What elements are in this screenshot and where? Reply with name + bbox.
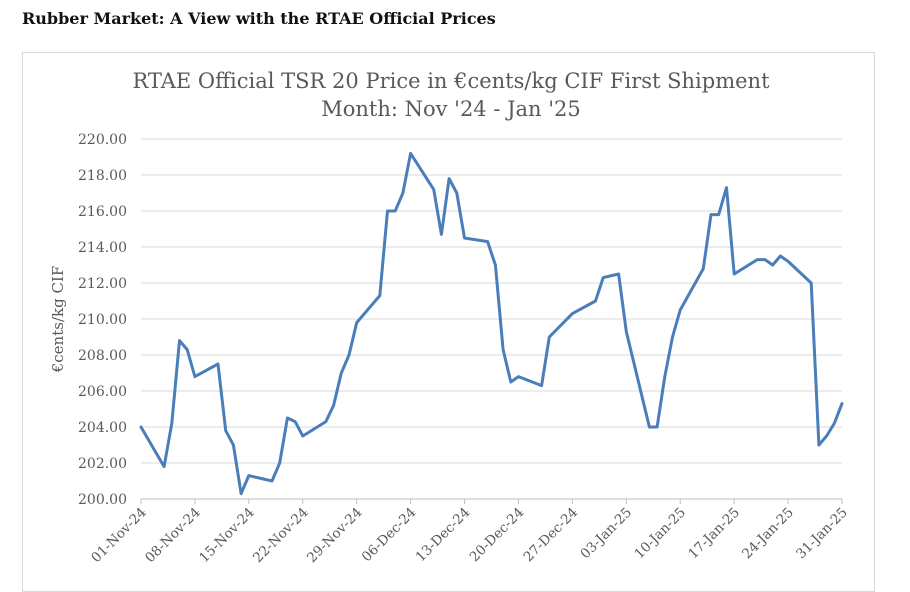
chart-title: RTAE Official TSR 20 Price in €cents/kg … (132, 69, 770, 121)
y-tick-label: 202.00 (78, 456, 127, 472)
chart-title-line-2: Month: Nov '24 - Jan '25 (321, 97, 581, 121)
x-tick-label: 15-Nov-24 (196, 505, 258, 567)
y-tick-label: 208.00 (78, 348, 127, 364)
price-series-line (139, 151, 844, 496)
x-tick-label: 22-Nov-24 (250, 505, 312, 567)
x-tick-label: 06-Dec-24 (359, 505, 420, 566)
y-tick-label: 206.00 (78, 384, 127, 400)
line-chart: RTAE Official TSR 20 Price in €cents/kg … (49, 69, 851, 567)
y-tick-label: 216.00 (78, 204, 127, 220)
x-tick-label: 01-Nov-24 (88, 505, 150, 567)
x-tick-label: 31-Jan-25 (793, 505, 851, 563)
chart-title-line-1: RTAE Official TSR 20 Price in €cents/kg … (132, 69, 770, 93)
x-tick-label: 20-Dec-24 (467, 505, 528, 566)
y-tick-label: 204.00 (78, 420, 127, 436)
x-tick-label: 29-Nov-24 (304, 505, 366, 567)
y-axis-title: €cents/kg CIF (49, 266, 67, 374)
y-tick-label: 212.00 (78, 276, 127, 292)
x-axis (140, 498, 843, 504)
y-tick-label: 200.00 (78, 492, 127, 508)
x-tick-label: 03-Jan-25 (577, 505, 635, 563)
x-tick-label: 17-Jan-25 (685, 505, 743, 563)
x-tick-label: 10-Jan-25 (631, 505, 689, 563)
y-tick-label: 218.00 (78, 168, 127, 184)
y-axis-ticks: 200.00 202.00 204.00 206.00 208.00 210.00 212.… (78, 132, 127, 508)
y-tick-label: 220.00 (78, 132, 127, 148)
y-tick-label: 214.00 (78, 240, 127, 256)
y-tick-label: 210.00 (78, 312, 127, 328)
x-tick-label: 13-Dec-24 (413, 505, 474, 566)
page-heading: Rubber Market: A View with the RTAE Offi… (22, 9, 496, 28)
x-tick-label: 27-Dec-24 (521, 505, 582, 566)
x-tick-label: 24-Jan-25 (739, 505, 797, 563)
chart-container: RTAE Official TSR 20 Price in €cents/kg … (22, 52, 875, 592)
series-group (139, 151, 844, 496)
x-axis-ticks: 01-Nov-2408-Nov-2415-Nov-2422-Nov-2429-N… (88, 505, 851, 567)
x-tick-label: 08-Nov-24 (142, 505, 204, 567)
gridlines (141, 138, 842, 464)
